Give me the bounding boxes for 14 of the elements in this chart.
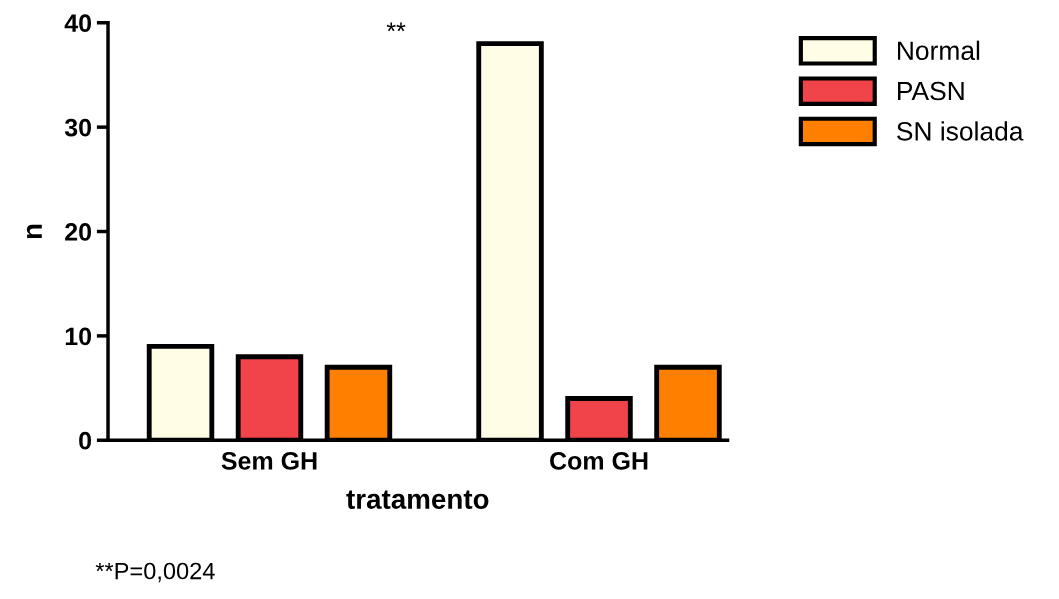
legend-label: SN isolada	[897, 121, 1024, 141]
y-axis-title: n	[26, 224, 42, 239]
text: **P=0,0024	[95, 562, 215, 583]
legend-label: PASN	[898, 81, 964, 101]
y-tick-label: 10	[65, 327, 92, 346]
y-tick-label: 20	[65, 223, 92, 241]
x-axis-title: tratamento	[346, 490, 489, 509]
annotation: **	[386, 22, 406, 32]
y-tick-label: 0	[79, 431, 92, 450]
x-tick-label: Com GH	[550, 452, 648, 470]
x-tick-label: Sem GH	[221, 452, 317, 470]
y-tick-label: 40	[64, 14, 92, 33]
legend-label: Normal	[898, 40, 980, 61]
y-tick-label: 30	[64, 118, 92, 137]
